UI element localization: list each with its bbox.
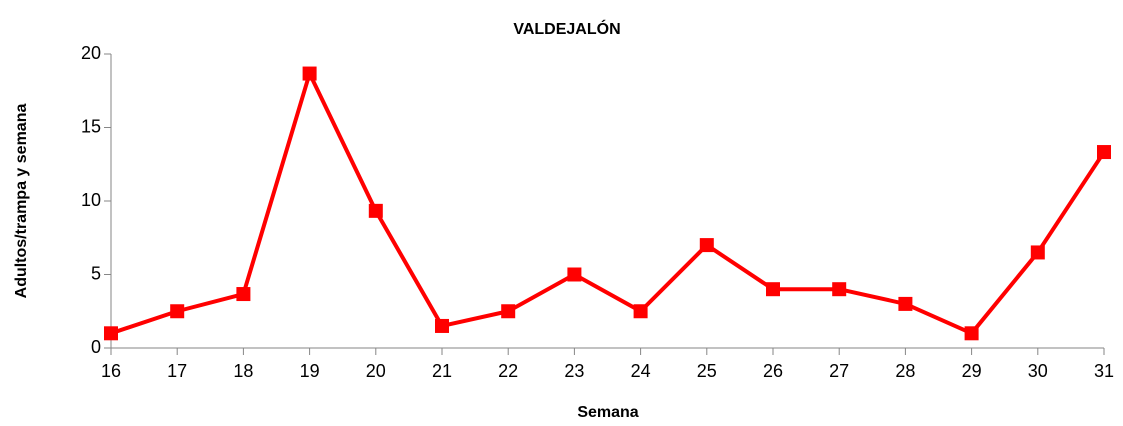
marker <box>964 326 979 341</box>
y-tick-label: 20 <box>81 43 101 63</box>
marker <box>699 238 714 253</box>
marker <box>1097 145 1111 160</box>
x-tick-label: 28 <box>895 361 915 381</box>
x-tick-label: 29 <box>962 361 982 381</box>
x-tick-label: 24 <box>631 361 651 381</box>
x-tick-label: 25 <box>697 361 717 381</box>
marker <box>832 282 847 297</box>
marker <box>368 203 383 218</box>
marker <box>1030 245 1045 260</box>
x-tick-label: 27 <box>829 361 849 381</box>
marker <box>501 304 516 319</box>
marker <box>898 296 913 311</box>
marker <box>104 326 118 341</box>
x-tick-label: 23 <box>564 361 584 381</box>
chart-title: VALDEJALÓN <box>513 19 620 38</box>
x-tick-label: 30 <box>1028 361 1048 381</box>
series-line <box>110 71 1106 336</box>
x-tick-label: 31 <box>1094 361 1114 381</box>
x-tick-label: 19 <box>300 361 320 381</box>
y-axis-label: Adultos/trampa y semana <box>13 104 30 299</box>
x-tick-label: 16 <box>101 361 121 381</box>
marker <box>633 304 648 319</box>
x-axis-label: Semana <box>577 404 638 421</box>
y-tick-label: 15 <box>81 116 101 136</box>
x-tick-label: 22 <box>498 361 518 381</box>
marker <box>567 267 582 282</box>
y-tick-label: 0 <box>91 337 101 357</box>
x-tick-label: 21 <box>432 361 452 381</box>
marker <box>302 66 317 81</box>
x-tick-label: 20 <box>366 361 386 381</box>
marker <box>236 287 251 302</box>
marker <box>170 304 185 319</box>
y-tick-label: 5 <box>91 263 101 283</box>
marker <box>435 318 449 333</box>
x-tick-label: 18 <box>233 361 253 381</box>
x-tick-label: 26 <box>763 361 783 381</box>
y-tick-label: 10 <box>81 190 101 210</box>
x-tick-label: 17 <box>167 361 187 381</box>
marker <box>766 282 780 297</box>
